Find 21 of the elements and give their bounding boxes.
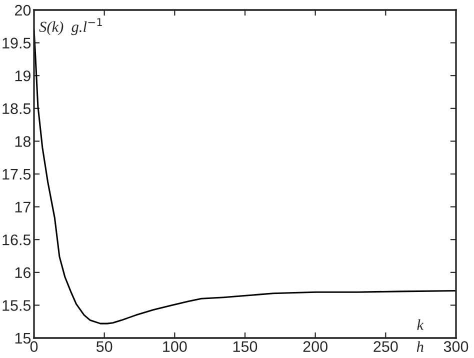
x-tick-label: 200: [303, 341, 328, 352]
x-tick-label: 100: [163, 341, 187, 352]
x-tick-label: 150: [233, 341, 258, 352]
x-tick-label: 50: [96, 341, 112, 352]
y-axis-title: S(k) g.l$^{−1}$: [39, 18, 102, 36]
y-tick-label: 15: [15, 333, 31, 344]
y-tick-label: 18: [15, 136, 31, 147]
y-tick-label: 15.5: [2, 300, 31, 311]
y-tick-label: 17.5: [2, 169, 31, 180]
x-tick-label: 250: [374, 341, 398, 352]
text: h: [416, 341, 424, 352]
y-tick-label: 19.5: [2, 38, 31, 48]
y-tick-label: 18.5: [2, 103, 31, 114]
x-tick-label: 300: [444, 341, 468, 352]
y-tick-label: 20: [15, 4, 31, 16]
y-tick-label: 19: [15, 70, 30, 82]
x-tick-label: 0: [30, 341, 38, 352]
annotation: k: [417, 319, 424, 330]
y-tick-label: 17: [15, 202, 30, 212]
y-tick-label: 16: [15, 267, 31, 278]
y-tick-label: 16.5: [2, 234, 31, 246]
